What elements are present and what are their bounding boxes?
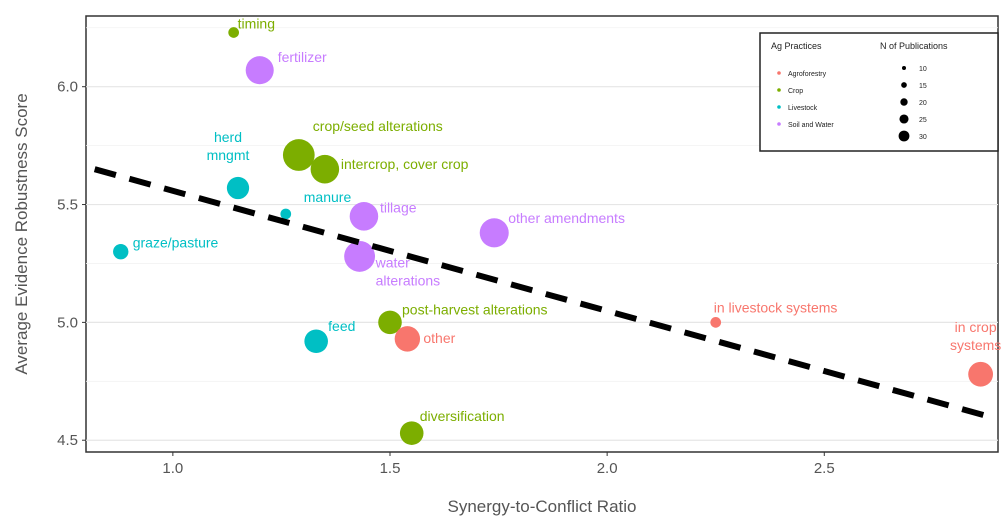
legend-color-key	[777, 105, 781, 109]
point-label: mngmt	[207, 147, 250, 163]
data-point	[378, 310, 402, 335]
data-point	[245, 56, 274, 85]
data-points	[113, 27, 994, 445]
point-label: systems	[950, 337, 1001, 353]
data-point	[349, 202, 379, 231]
legend-size-key	[901, 82, 907, 88]
data-point	[226, 176, 250, 200]
point-label: in livestock systems	[714, 299, 838, 315]
point-label: tillage	[380, 199, 417, 215]
y-axis-title: Average Evidence Robustness Score	[12, 93, 31, 374]
legend-size-label: 10	[919, 66, 927, 73]
legend-color-key	[777, 71, 781, 75]
legend-size-key	[898, 130, 910, 142]
legend-size-label: 30	[919, 134, 927, 141]
legend-size-key	[900, 98, 908, 106]
point-labels: timing fertilizer crop/seed alterations int…	[133, 15, 1002, 424]
legend-color-label: Crop	[788, 88, 803, 95]
legend-color-label: Soil and Water	[788, 122, 834, 129]
data-point	[399, 421, 424, 445]
data-point	[282, 139, 315, 171]
legend-size-label: 25	[919, 117, 927, 124]
point-label: crop/seed alterations	[313, 118, 443, 134]
data-point	[710, 317, 722, 328]
point-label: feed	[328, 318, 355, 334]
point-label: manure	[304, 189, 352, 205]
point-label: herd	[214, 129, 242, 145]
data-point	[394, 326, 421, 352]
axis-ticks: 1.0 1.5 2.0 2.5 4.5 5.0 5.5 6.0	[57, 79, 835, 477]
point-label: timing	[238, 15, 275, 31]
data-point	[479, 218, 509, 248]
legend: Ag Practices N of Publications Agrofores…	[759, 32, 999, 152]
legend-size-label: 15	[919, 83, 927, 90]
legend-color-title: Ag Practices	[771, 41, 822, 51]
data-point	[968, 361, 994, 387]
point-label: other amendments	[508, 210, 625, 226]
x-tick-label: 1.5	[380, 460, 401, 477]
point-label: graze/pasture	[133, 235, 219, 251]
y-tick-label: 6.0	[57, 79, 78, 96]
legend-color-key	[777, 122, 781, 126]
legend-size-title: N of Publications	[880, 41, 948, 51]
data-point	[113, 243, 129, 260]
legend-color-label: Livestock	[788, 105, 818, 112]
legend-size-key	[902, 66, 906, 70]
data-point	[344, 240, 376, 272]
trend-line	[93, 166, 991, 420]
x-axis-title: Synergy-to-Conflict Ratio	[448, 497, 637, 516]
data-point	[280, 208, 292, 220]
x-tick-label: 1.0	[162, 460, 183, 477]
point-label: intercrop, cover crop	[341, 156, 469, 172]
legend-color-entries: Agroforestry Crop Livestock Soil and Water	[777, 71, 834, 129]
x-tick-label: 2.0	[597, 460, 618, 477]
legend-size-label: 20	[919, 100, 927, 107]
point-label: post-harvest alterations	[402, 301, 548, 317]
point-label: in crop	[955, 319, 997, 335]
legend-color-label: Agroforestry	[788, 71, 827, 78]
point-label: alterations	[376, 272, 441, 288]
point-label: other	[423, 330, 455, 346]
legend-box	[759, 32, 999, 152]
y-tick-label: 5.5	[57, 197, 78, 214]
x-tick-label: 2.5	[814, 460, 835, 477]
legend-size-entries: 10 15 20 25 30	[898, 66, 927, 142]
y-tick-label: 4.5	[57, 432, 78, 449]
point-label: fertilizer	[278, 49, 327, 65]
legend-size-key	[899, 114, 909, 124]
data-point	[228, 27, 240, 38]
data-point	[310, 154, 340, 184]
y-tick-label: 5.0	[57, 314, 78, 331]
data-point	[304, 329, 328, 354]
legend-color-key	[777, 88, 781, 92]
point-label: water	[375, 254, 411, 270]
point-label: diversification	[420, 408, 505, 424]
